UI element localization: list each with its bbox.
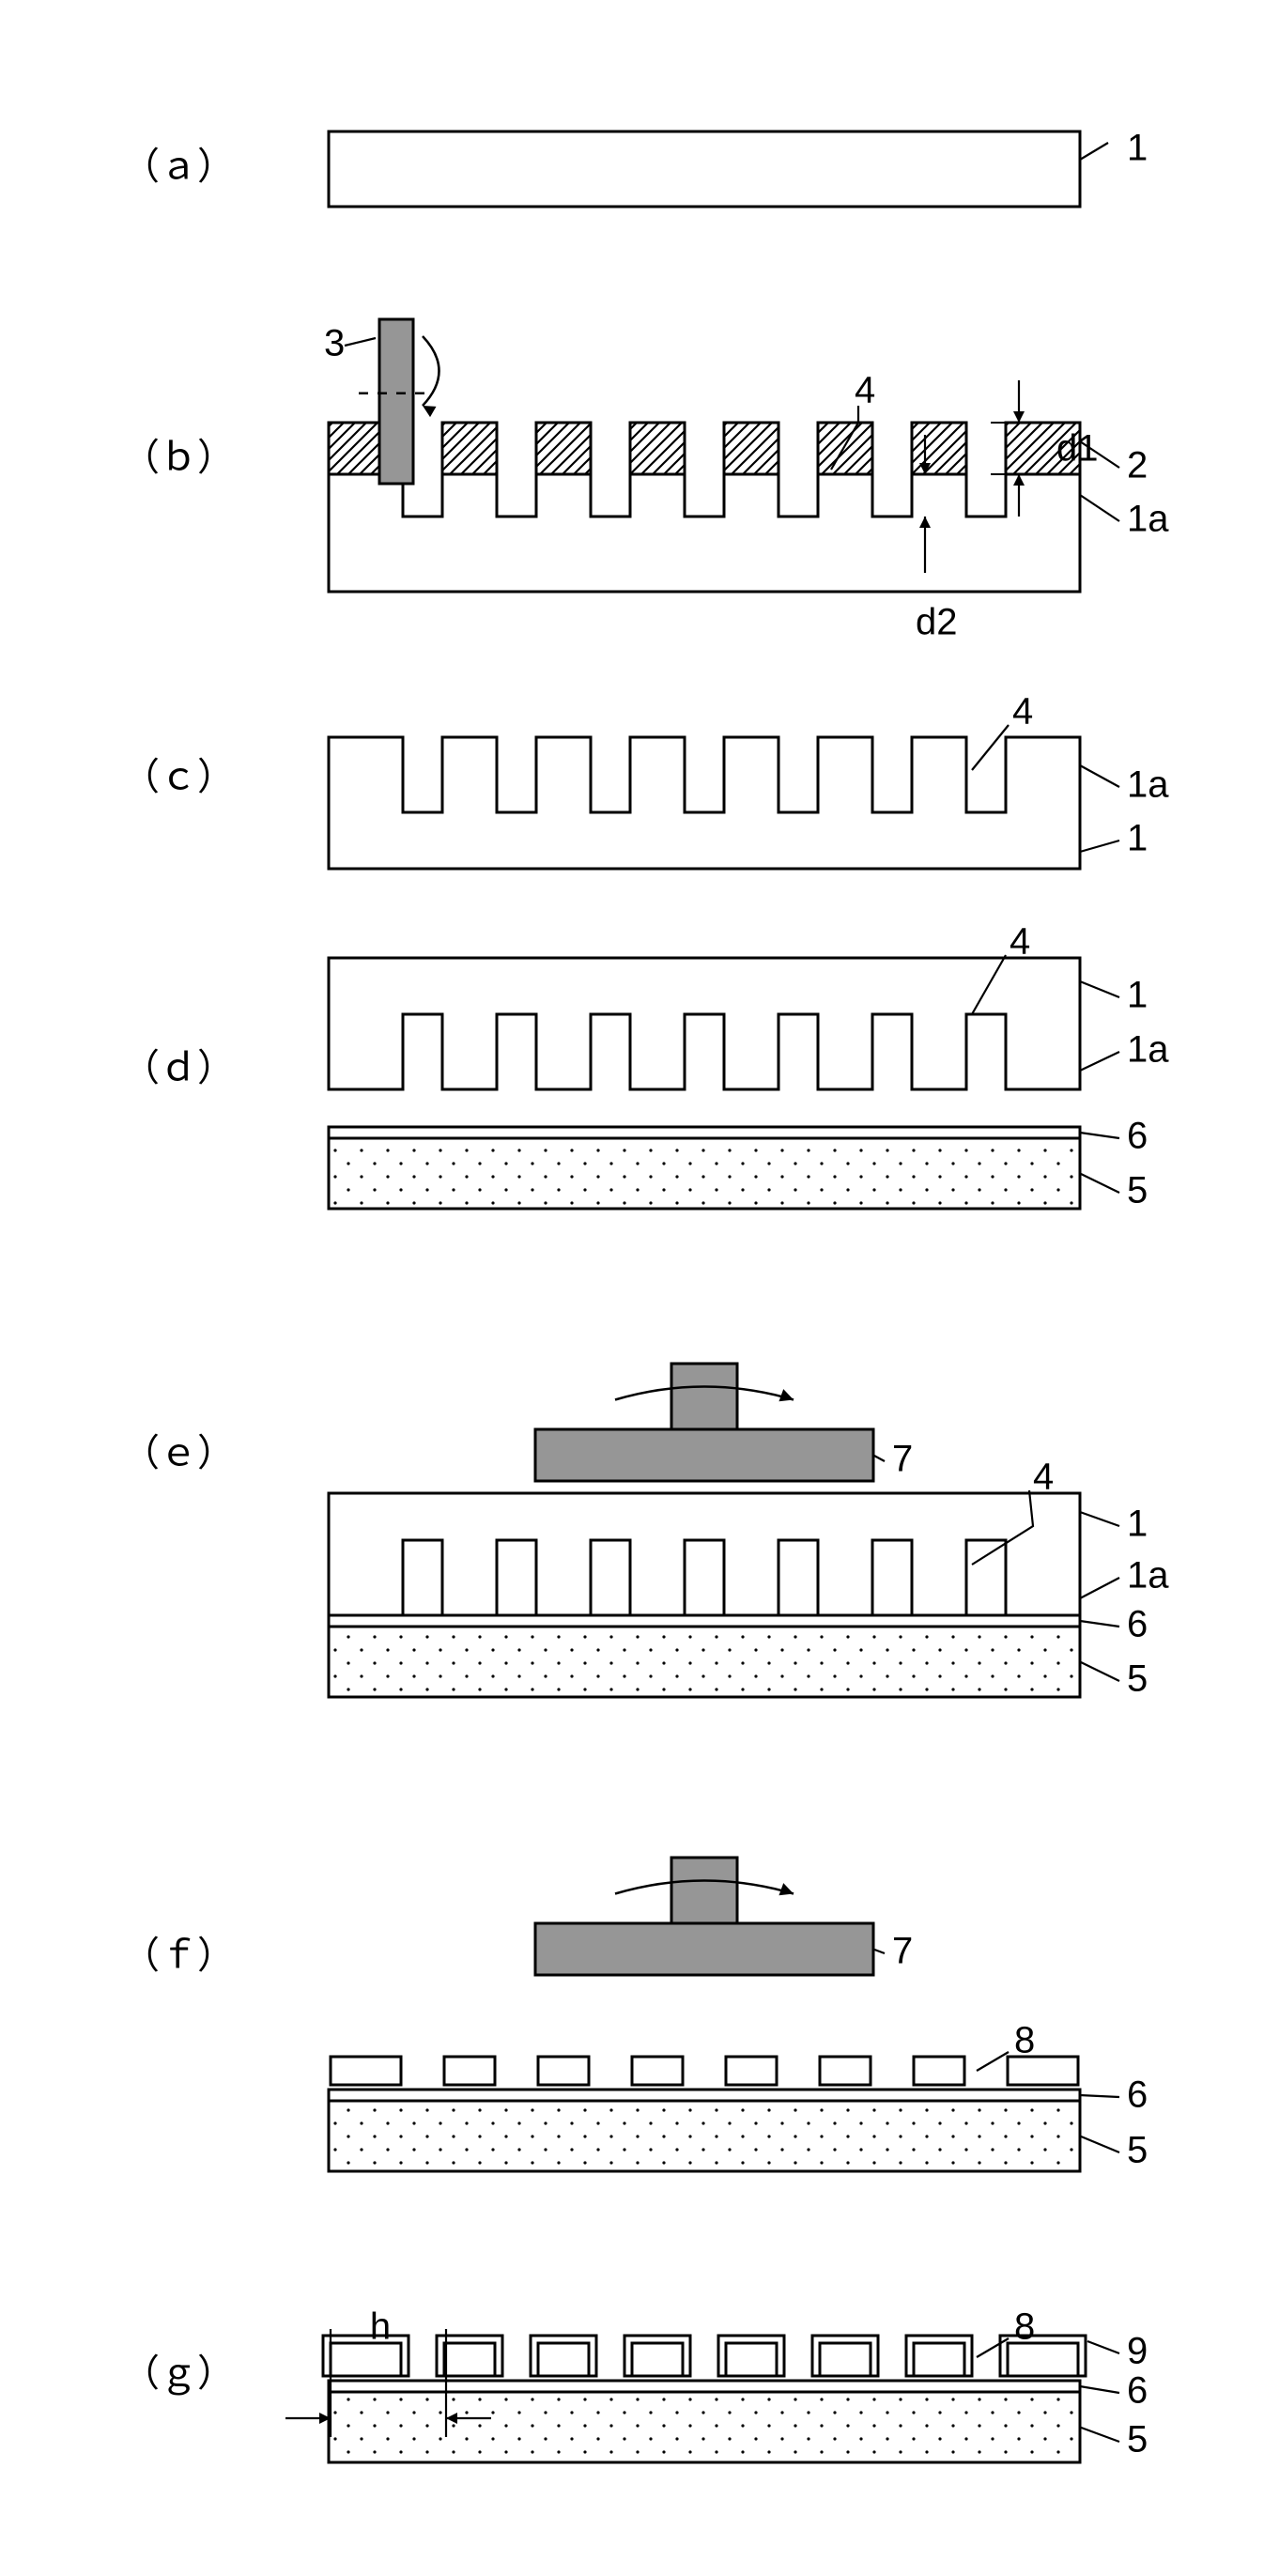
- svg-text:7: 7: [892, 1439, 913, 1480]
- svg-text:（ｃ）: （ｃ）: [122, 757, 235, 798]
- svg-text:6: 6: [1127, 2075, 1148, 2116]
- svg-text:8: 8: [1014, 2020, 1035, 2061]
- dicing-blade: [379, 319, 413, 484]
- svg-text:（ｅ）: （ｅ）: [122, 1433, 235, 1474]
- svg-text:9: 9: [1127, 2331, 1148, 2372]
- svg-text:6: 6: [1127, 2370, 1148, 2412]
- svg-text:d2: d2: [916, 602, 958, 643]
- svg-text:4: 4: [1012, 691, 1033, 733]
- svg-text:5: 5: [1127, 1170, 1148, 1211]
- svg-text:8: 8: [1014, 2306, 1035, 2348]
- svg-text:5: 5: [1127, 2130, 1148, 2171]
- svg-text:5: 5: [1127, 1658, 1148, 1700]
- svg-text:h: h: [370, 2306, 391, 2348]
- svg-text:（ｄ）: （ｄ）: [122, 1048, 235, 1089]
- svg-text:1a: 1a: [1127, 1555, 1169, 1597]
- svg-text:1: 1: [1127, 1504, 1148, 1545]
- svg-text:6: 6: [1127, 1116, 1148, 1157]
- svg-text:1: 1: [1127, 975, 1148, 1016]
- svg-text:（ｂ）: （ｂ）: [122, 438, 235, 479]
- svg-text:4: 4: [855, 370, 875, 411]
- svg-text:1a: 1a: [1127, 764, 1169, 806]
- svg-text:1a: 1a: [1127, 1029, 1169, 1071]
- svg-text:3: 3: [324, 323, 345, 364]
- svg-text:1a: 1a: [1127, 499, 1169, 540]
- svg-text:7: 7: [892, 1931, 913, 1972]
- svg-text:1: 1: [1127, 128, 1148, 169]
- svg-text:4: 4: [1010, 921, 1030, 963]
- svg-text:1: 1: [1127, 818, 1148, 859]
- svg-text:（ａ）: （ａ）: [122, 147, 235, 188]
- svg-text:（ｇ）: （ｇ）: [122, 2353, 235, 2396]
- svg-text:5: 5: [1127, 2419, 1148, 2460]
- panel-a-substrate: [329, 131, 1080, 207]
- svg-text:2: 2: [1127, 445, 1148, 486]
- svg-text:4: 4: [1033, 1457, 1054, 1498]
- svg-text:（ｆ）: （ｆ）: [122, 1936, 235, 1977]
- svg-text:6: 6: [1127, 1604, 1148, 1645]
